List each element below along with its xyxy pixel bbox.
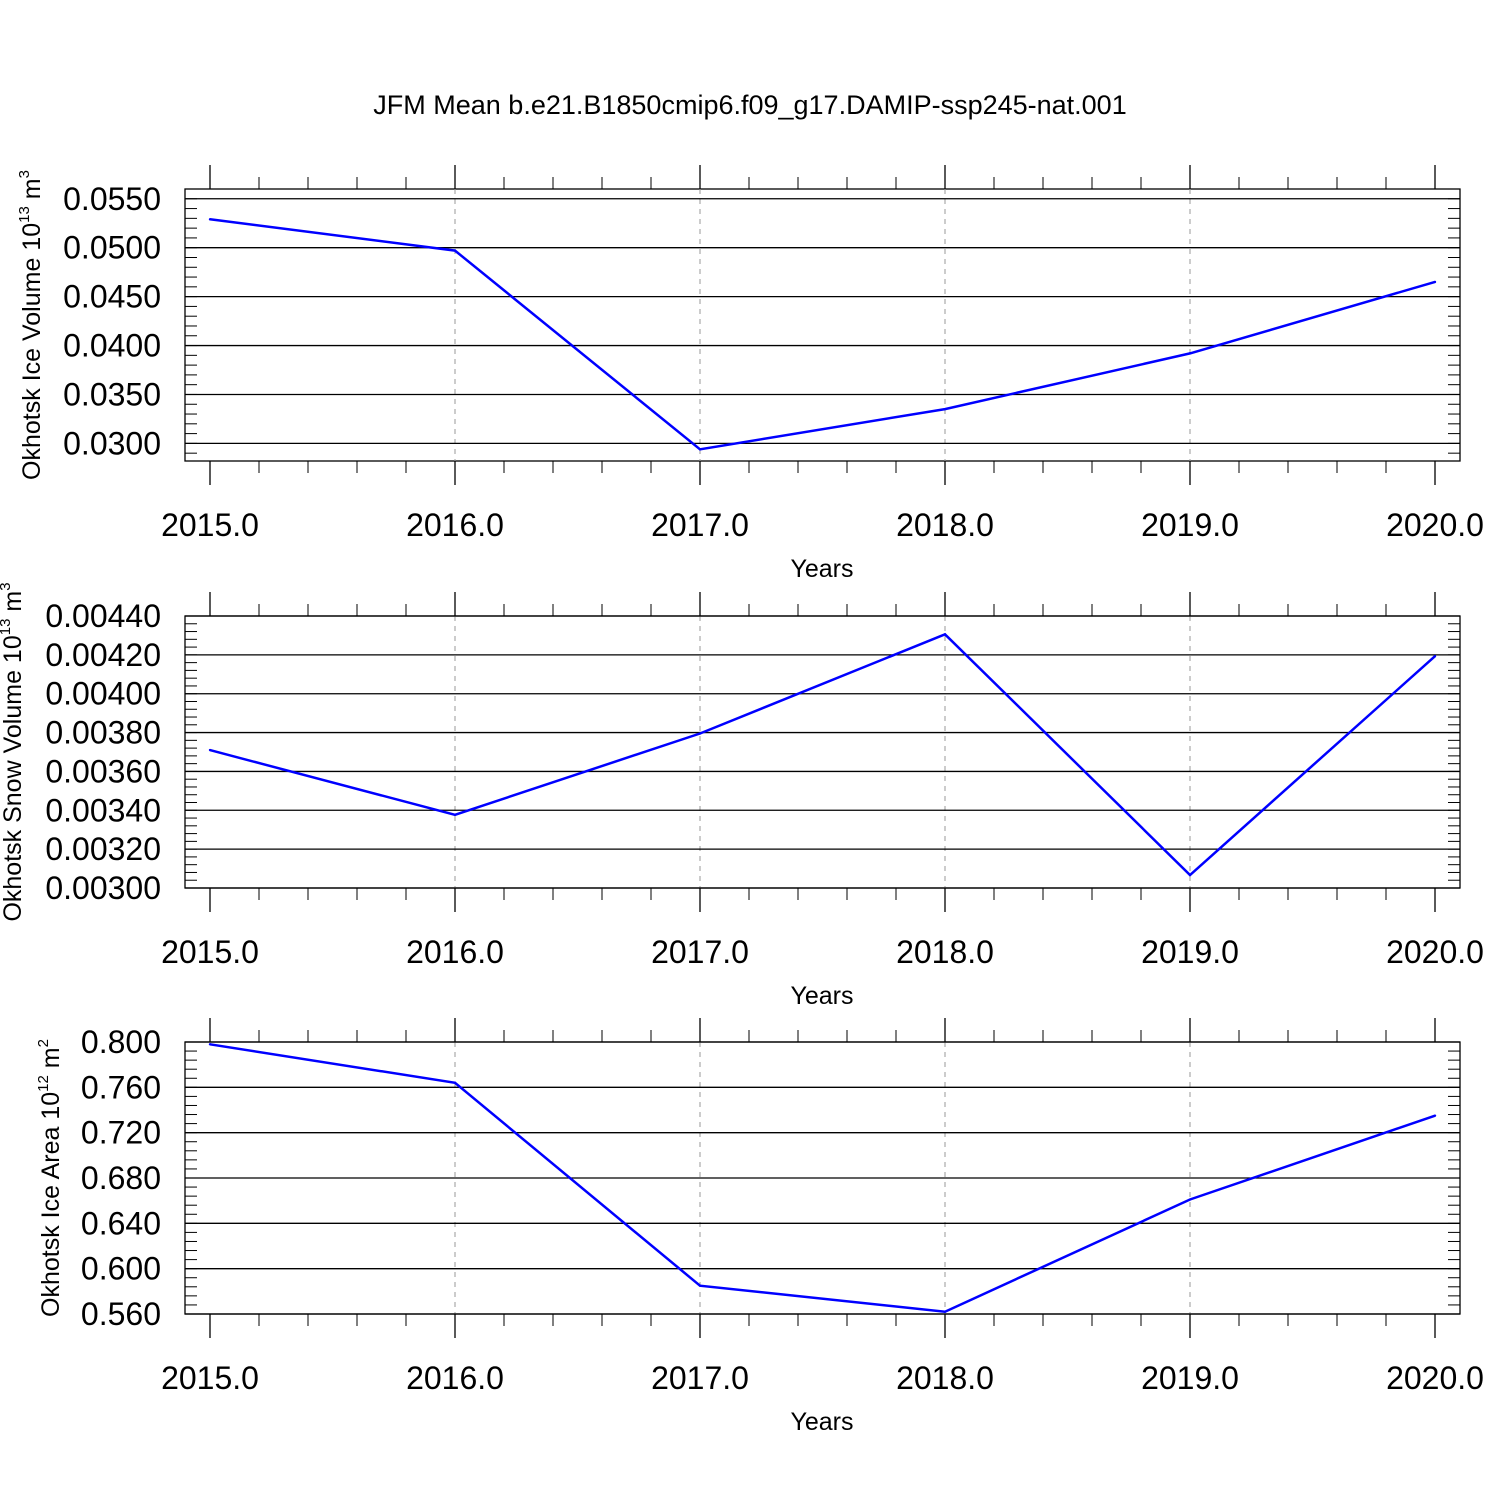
data-point <box>943 633 947 636</box>
x-tick-label: 2017.0 <box>651 934 749 970</box>
data-point <box>1188 873 1192 877</box>
panel-snow-volume: 2015.0 2016.0 2017.0 2018.0 2019.0 2020.0 0.00… <box>0 582 1484 1010</box>
y-tick-label: 0.0400 <box>63 328 161 364</box>
series-line <box>209 1043 1436 1313</box>
data-point <box>1188 352 1192 355</box>
x-tick-label: 2016.0 <box>406 934 504 970</box>
data-point <box>208 1043 212 1046</box>
y-tick-label: 0.00420 <box>45 637 161 673</box>
x-tick-label: 2015.0 <box>161 934 259 970</box>
y-tick-label: 0.00360 <box>45 753 161 789</box>
plot-frame <box>184 615 1461 889</box>
y-tick-label: 0.00300 <box>45 870 161 906</box>
y-tick-label: 0.560 <box>81 1296 161 1332</box>
y-tick-label: 0.00320 <box>45 831 161 867</box>
series-line <box>209 632 1436 877</box>
data-point <box>208 218 212 221</box>
x-tick-label: 2017.0 <box>651 1360 749 1396</box>
x-axis-title: Years <box>790 1408 853 1436</box>
x-axis-title: Years <box>790 555 853 583</box>
y-tick-label: 0.0300 <box>63 425 161 461</box>
y-tick-label: 0.720 <box>81 1115 161 1151</box>
data-point <box>453 249 457 252</box>
y-tick-label: 0.0450 <box>63 279 161 315</box>
x-tick-label: 2018.0 <box>896 1360 994 1396</box>
series-line <box>209 218 1436 451</box>
data-point <box>698 1284 702 1287</box>
y-tick-label: 0.640 <box>81 1205 161 1241</box>
y-tick-label: 0.600 <box>81 1251 161 1287</box>
y-tick-label: 0.00400 <box>45 676 161 712</box>
data-point <box>1433 1114 1437 1117</box>
y-axis-title: Okhotsk Snow Volume 1013 m3 <box>0 582 27 921</box>
data-point <box>1433 655 1437 658</box>
x-axis-title: Years <box>790 982 853 1010</box>
data-point <box>943 1310 947 1313</box>
x-tick-label: 2015.0 <box>161 1360 259 1396</box>
x-tick-label: 2020.0 <box>1386 1360 1484 1396</box>
data-point <box>1433 280 1437 284</box>
x-tick-label: 2020.0 <box>1386 934 1484 970</box>
x-tick-label: 2020.0 <box>1386 507 1484 543</box>
data-point <box>1188 1198 1192 1201</box>
panel-ice-volume: 2015.0 2016.0 2017.0 2018.0 2019.0 2020.0 0.03… <box>16 165 1484 583</box>
x-tick-label: 2015.0 <box>161 507 259 543</box>
x-tick-label: 2019.0 <box>1141 507 1239 543</box>
plot-frame <box>184 188 1461 462</box>
y-tick-label: 0.800 <box>81 1024 161 1060</box>
y-tick-label: 0.0350 <box>63 376 161 412</box>
x-tick-label: 2018.0 <box>896 507 994 543</box>
y-tick-label: 0.00380 <box>45 715 161 751</box>
y-tick-label: 0.760 <box>81 1069 161 1105</box>
y-tick-label: 0.680 <box>81 1160 161 1196</box>
data-point <box>453 1081 457 1085</box>
x-tick-label: 2016.0 <box>406 507 504 543</box>
x-tick-label: 2017.0 <box>651 507 749 543</box>
x-tick-label: 2019.0 <box>1141 1360 1239 1396</box>
data-point <box>943 407 947 411</box>
x-tick-label: 2019.0 <box>1141 934 1239 970</box>
figure-title: JFM Mean b.e21.B1850cmip6.f09_g17.DAMIP-… <box>373 90 1126 120</box>
y-axis-title: Okhotsk Ice Volume 1013 m3 <box>16 170 46 480</box>
y-tick-label: 0.0550 <box>63 181 161 217</box>
x-tick-label: 2016.0 <box>406 1360 504 1396</box>
data-point <box>698 732 702 735</box>
x-tick-label: 2018.0 <box>896 934 994 970</box>
y-tick-label: 0.00440 <box>45 598 161 634</box>
data-point <box>698 448 702 451</box>
y-tick-label: 0.0500 <box>63 230 161 266</box>
panel-ice-area: 2015.0 2016.0 2017.0 2018.0 2019.0 2020.0 0.56… <box>35 1018 1484 1436</box>
y-tick-label: 0.00340 <box>45 792 161 828</box>
data-point <box>453 813 457 816</box>
y-axis-title: Okhotsk Ice Area 1012 m2 <box>35 1039 65 1317</box>
data-point <box>208 748 212 752</box>
